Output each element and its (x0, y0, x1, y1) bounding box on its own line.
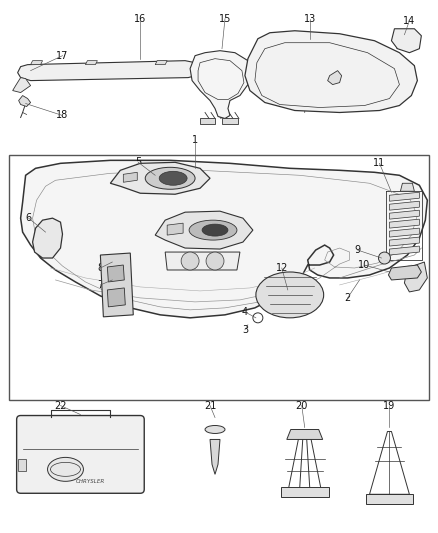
FancyBboxPatch shape (17, 416, 144, 493)
Text: 20: 20 (296, 401, 308, 410)
Text: 16: 16 (134, 14, 146, 24)
Text: 6: 6 (25, 213, 32, 223)
Text: 7: 7 (97, 280, 103, 290)
Circle shape (253, 313, 263, 323)
Polygon shape (124, 172, 137, 182)
Ellipse shape (189, 220, 237, 240)
Polygon shape (392, 29, 421, 53)
Text: 4: 4 (242, 307, 248, 317)
Polygon shape (13, 78, 31, 93)
Polygon shape (167, 223, 183, 235)
Polygon shape (110, 163, 210, 194)
Polygon shape (210, 439, 220, 474)
Polygon shape (389, 228, 419, 237)
Polygon shape (200, 118, 215, 124)
Polygon shape (389, 237, 419, 246)
Polygon shape (107, 288, 125, 307)
Polygon shape (366, 494, 413, 504)
Polygon shape (389, 210, 419, 219)
Circle shape (206, 252, 224, 270)
Text: 17: 17 (57, 51, 69, 61)
Circle shape (181, 252, 199, 270)
Polygon shape (245, 31, 417, 112)
Text: 2: 2 (344, 293, 351, 303)
Text: 18: 18 (57, 110, 69, 120)
Polygon shape (21, 160, 427, 318)
Polygon shape (32, 218, 63, 258)
Bar (9, 155, 429, 400)
Polygon shape (155, 61, 167, 64)
Text: 21: 21 (204, 401, 216, 410)
Text: 3: 3 (242, 325, 248, 335)
Polygon shape (404, 262, 427, 292)
Ellipse shape (159, 171, 187, 185)
Polygon shape (389, 265, 421, 280)
Polygon shape (190, 51, 252, 118)
Polygon shape (389, 219, 419, 228)
Polygon shape (165, 252, 240, 270)
Text: 9: 9 (354, 245, 360, 255)
Bar (18, 459, 25, 471)
Ellipse shape (205, 425, 225, 433)
Text: 15: 15 (219, 14, 231, 24)
Text: 10: 10 (358, 260, 371, 270)
Text: 1: 1 (192, 135, 198, 146)
Polygon shape (100, 253, 133, 317)
Polygon shape (281, 487, 328, 497)
Polygon shape (389, 201, 419, 210)
Ellipse shape (48, 457, 83, 481)
Polygon shape (155, 211, 253, 249)
Polygon shape (222, 118, 238, 124)
Polygon shape (400, 183, 414, 191)
Ellipse shape (145, 167, 195, 189)
Text: CHRYSLER: CHRYSLER (76, 479, 105, 484)
Ellipse shape (256, 272, 324, 318)
Polygon shape (389, 246, 419, 255)
Polygon shape (31, 61, 42, 64)
Text: 12: 12 (276, 263, 288, 273)
Ellipse shape (202, 224, 228, 236)
Text: 5: 5 (135, 157, 141, 167)
Text: 22: 22 (54, 401, 67, 410)
Polygon shape (107, 265, 124, 282)
Polygon shape (389, 192, 419, 201)
Polygon shape (19, 95, 31, 107)
Polygon shape (18, 61, 205, 80)
Circle shape (378, 252, 390, 264)
Polygon shape (287, 430, 323, 439)
Polygon shape (328, 71, 342, 85)
Text: 14: 14 (403, 16, 416, 26)
Text: 13: 13 (304, 14, 316, 24)
Polygon shape (85, 61, 97, 64)
Text: 19: 19 (383, 401, 396, 410)
Text: 11: 11 (373, 158, 385, 168)
Text: 8: 8 (97, 263, 103, 273)
